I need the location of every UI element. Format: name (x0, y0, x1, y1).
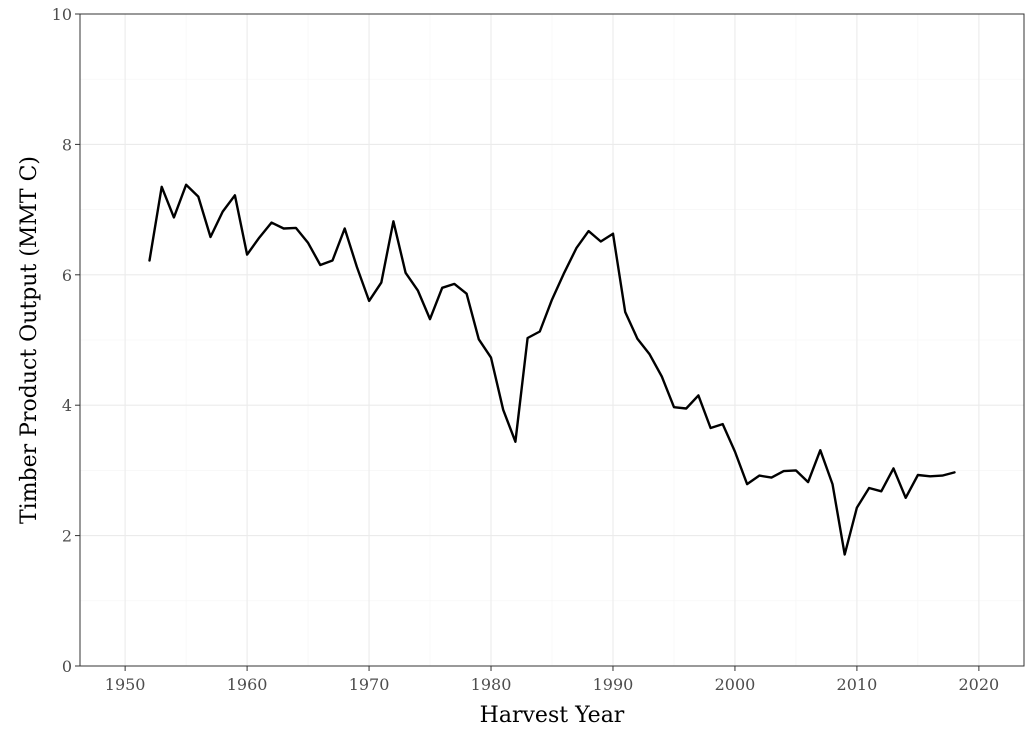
y-tick-label: 0 (62, 657, 72, 676)
minor-gridlines (80, 14, 1024, 666)
panel-border (79, 13, 1025, 667)
x-tick-label: 1990 (593, 675, 634, 694)
y-axis-title: Timber Product Output (MMT C) (17, 156, 42, 524)
timber-output-line (148, 183, 956, 556)
y-tick-label: 4 (62, 396, 72, 415)
x-tick-label: 2010 (837, 675, 878, 694)
y-tick-label: 10 (52, 5, 72, 24)
x-tick-label: 1970 (349, 675, 390, 694)
x-tick-label: 2000 (715, 675, 756, 694)
x-tick-label: 2020 (959, 675, 1000, 694)
y-tick-label: 6 (62, 266, 72, 285)
x-tick-label: 1980 (471, 675, 512, 694)
y-tick-label: 8 (62, 135, 72, 154)
x-axis-title: Harvest Year (480, 703, 625, 728)
y-axis-ticks: 0 2 4 6 8 10 (52, 5, 80, 676)
x-axis-ticks: 1950 1960 1970 1980 1990 2000 2010 2020 (105, 666, 999, 694)
x-tick-label: 1950 (105, 675, 146, 694)
y-tick-label: 2 (62, 527, 72, 546)
x-tick-label: 1960 (227, 675, 268, 694)
